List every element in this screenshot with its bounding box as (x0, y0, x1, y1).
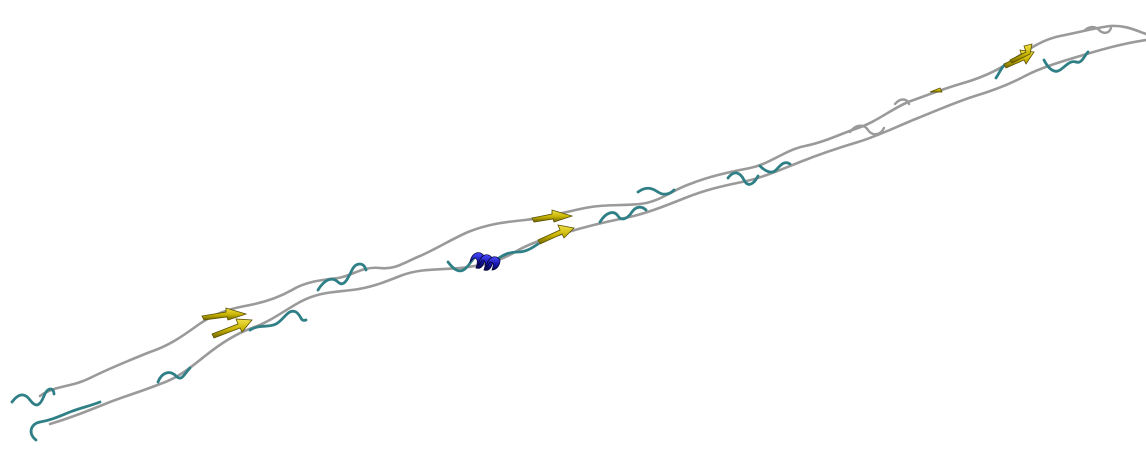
strand-left-lower (211, 318, 253, 339)
helix-turn-2 (477, 254, 493, 271)
turn-segments (10, 50, 1090, 442)
chain-a-coil (38, 24, 1146, 398)
strand-left-upper (201, 307, 248, 321)
helix-turn-1 (469, 252, 485, 269)
turn-mid-loop-a (598, 205, 648, 224)
turn-right-loop-b (758, 161, 792, 174)
alpha-helix (469, 252, 501, 271)
chain-a (38, 24, 1146, 398)
turn-left-tail-upper (10, 387, 56, 407)
helix-turn-3 (485, 256, 501, 271)
strand-mid-upper (531, 209, 574, 223)
turn-left-loop-b (248, 309, 308, 332)
turn-post-helix (494, 242, 540, 262)
chain-a-wiggle (848, 25, 1113, 136)
strand-mid-lower (537, 224, 575, 245)
turn-left-tail-lower (29, 400, 102, 442)
strand-far-right-b (1009, 43, 1033, 64)
chain-b-coil (48, 38, 1146, 426)
turn-left-loop-a (156, 366, 192, 384)
turn-mid-loop-b (636, 186, 676, 196)
strand-right-small (929, 87, 943, 93)
beta-strands (201, 43, 1035, 339)
turn-mid-left-loop (316, 262, 368, 292)
chain-b (48, 38, 1146, 426)
turn-right-loop-a (726, 171, 760, 186)
turn-far-right-loop (1042, 50, 1090, 73)
